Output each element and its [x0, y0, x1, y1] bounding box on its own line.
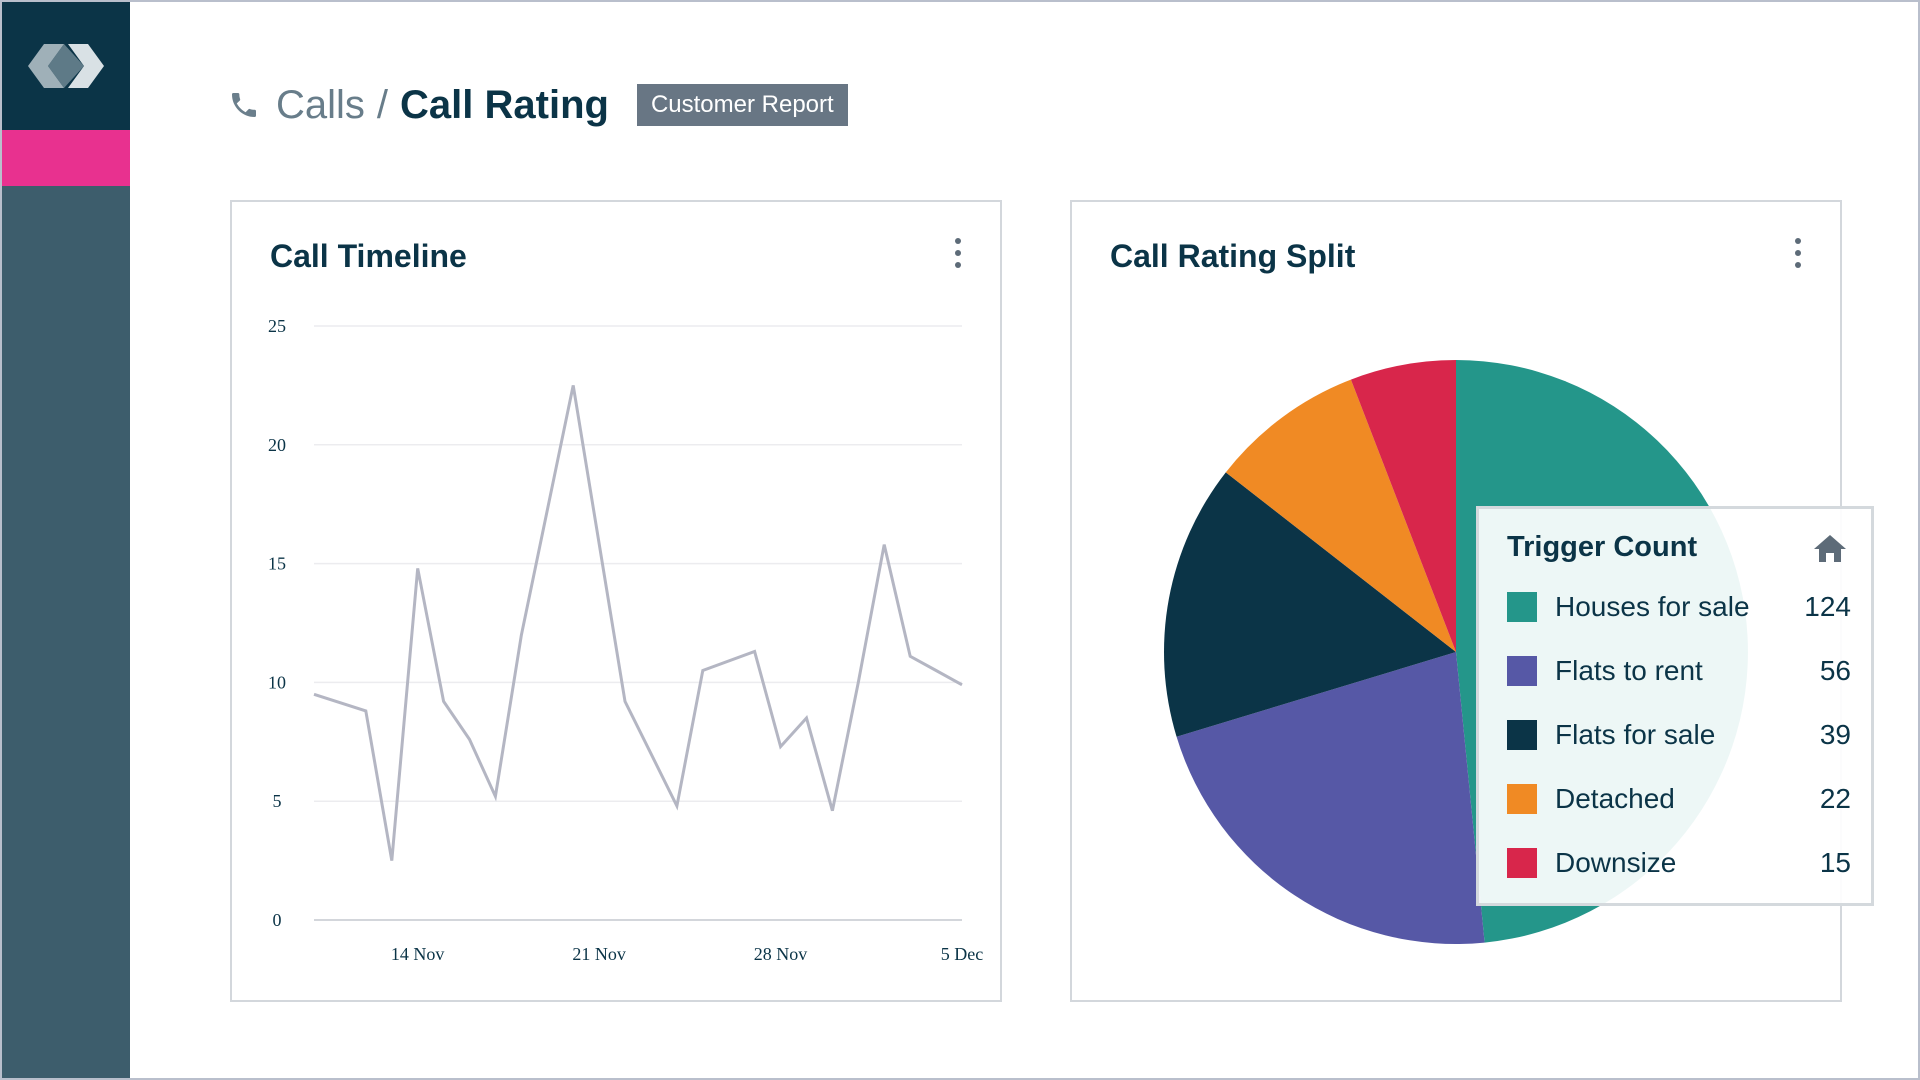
y-tick-label: 10: [268, 672, 286, 692]
pie-slice[interactable]: [1350, 360, 1456, 652]
card-title: Call Rating Split: [1110, 238, 1356, 274]
series-line[interactable]: [313, 385, 963, 861]
logo[interactable]: [2, 2, 130, 130]
legend-swatch: [1507, 848, 1537, 878]
phone-icon: [228, 88, 262, 122]
legend-value: 39: [1819, 719, 1851, 750]
kebab-menu-icon[interactable]: [950, 238, 966, 278]
pie-slice[interactable]: [1225, 379, 1456, 652]
logo-icon: [28, 44, 104, 88]
legend-value: 22: [1819, 783, 1851, 814]
legend-label: Flats to rent: [1555, 655, 1703, 686]
legend-label: Detached: [1555, 783, 1675, 814]
sidebar-item-active[interactable]: [2, 130, 130, 186]
y-tick-label: 25: [268, 316, 286, 336]
legend-swatch: [1507, 784, 1537, 814]
report-badge: Customer Report: [636, 84, 848, 126]
legend-title: Trigger Count: [1507, 531, 1698, 563]
legend-value: 56: [1819, 655, 1851, 686]
legend-item[interactable]: Houses for sale 124: [1507, 587, 1851, 627]
legend-value: 124: [1804, 591, 1851, 622]
legend-label: Flats for sale: [1555, 719, 1716, 750]
kebab-menu-icon[interactable]: [1790, 238, 1806, 278]
x-tick-label: 21 Nov: [572, 944, 626, 964]
y-tick-label: 20: [268, 435, 286, 455]
y-tick-label: 0: [273, 910, 282, 930]
house-icon: [1813, 533, 1847, 563]
legend-value: 15: [1819, 847, 1851, 878]
legend-swatch: [1507, 720, 1537, 750]
y-tick-label: 5: [273, 791, 282, 811]
x-tick-label: 14 Nov: [391, 944, 445, 964]
x-tick-label: 5 Dec: [941, 944, 983, 964]
breadcrumb-separator: /: [376, 82, 389, 127]
breadcrumb-parent[interactable]: Calls: [276, 82, 365, 127]
y-tick-label: 15: [268, 554, 286, 574]
legend-swatch: [1507, 656, 1537, 686]
legend-swatch: [1507, 592, 1537, 622]
call-timeline-card: Call Timeline 0 5 10 15 20 25 14 Nov 21 Nov 28 N…: [230, 200, 1002, 1002]
page-title: Call Rating: [400, 82, 609, 127]
pie-slice[interactable]: [1176, 652, 1485, 944]
x-tick-label: 28 Nov: [754, 944, 808, 964]
sidebar: [2, 2, 130, 1078]
legend-item[interactable]: Flats for sale 39: [1507, 715, 1851, 755]
legend-item[interactable]: Detached 22: [1507, 779, 1851, 819]
card-title: Call Timeline: [270, 238, 467, 274]
trigger-count-legend: Trigger Count Houses for sale 124 Flats …: [1476, 506, 1874, 906]
legend-label: Houses for sale: [1555, 591, 1750, 622]
pie-slice[interactable]: [1163, 472, 1456, 737]
legend-label: Downsize: [1555, 847, 1677, 878]
page-header: Calls / Call Rating Customer Report: [228, 76, 848, 134]
line-chart: 0 5 10 15 20 25 14 Nov 21 Nov 28 Nov 5 Dec: [268, 316, 983, 964]
legend-item[interactable]: Downsize 15: [1507, 843, 1851, 883]
legend-item[interactable]: Flats to rent 56: [1507, 651, 1851, 691]
